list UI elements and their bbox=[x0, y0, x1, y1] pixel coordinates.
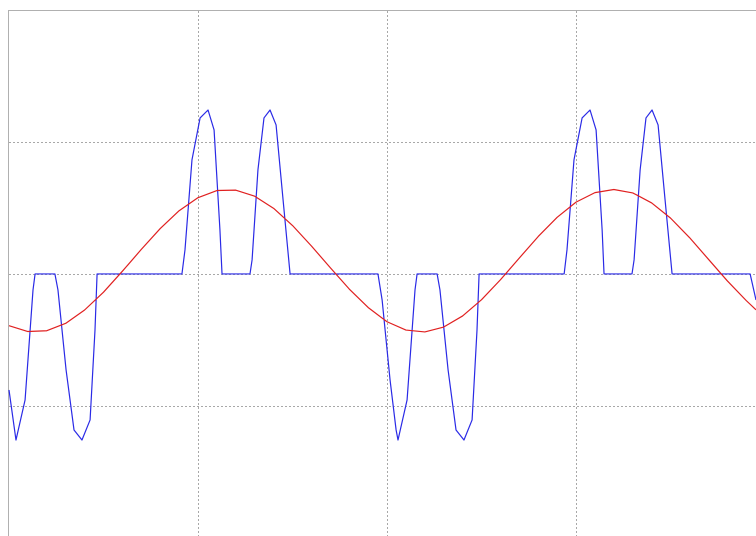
series-line bbox=[8, 109, 756, 441]
series-line bbox=[8, 188, 756, 333]
